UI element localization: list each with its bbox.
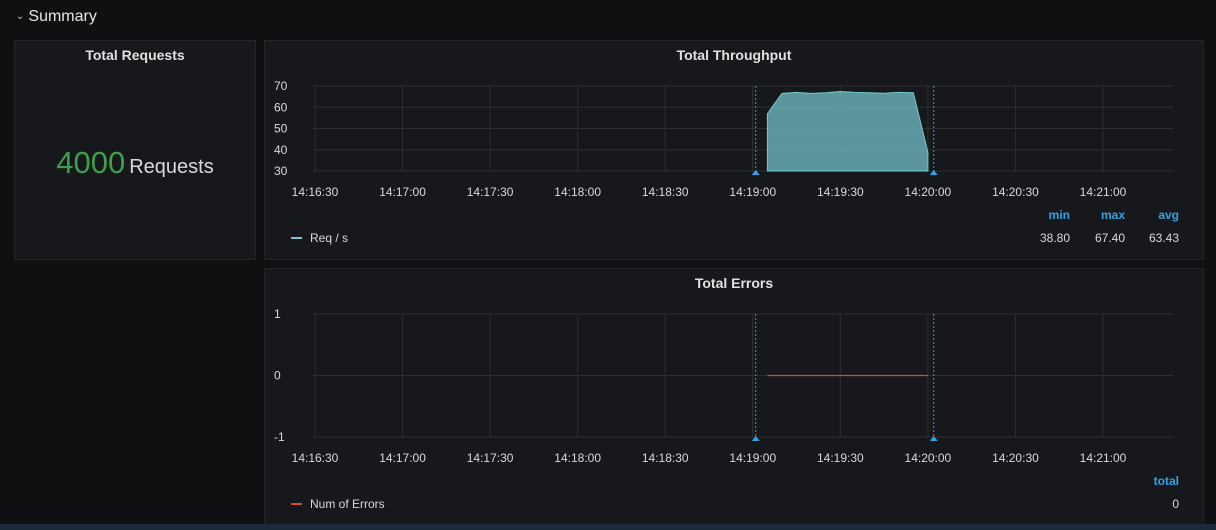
x-tick-label: 14:20:00 bbox=[905, 451, 952, 465]
y-tick-label: -1 bbox=[274, 430, 285, 444]
row-title: Summary bbox=[28, 8, 97, 25]
panel-title[interactable]: Total Errors bbox=[694, 275, 774, 291]
total-throughput-panel[interactable]: Total Throughput 70 60 50 40 30 14:16:30 14:17… bbox=[264, 40, 1204, 260]
legend-value-max: 67.40 bbox=[1094, 231, 1125, 245]
x-tick-label: 14:20:00 bbox=[905, 185, 952, 199]
stat-unit: Requests bbox=[129, 156, 214, 178]
legend-header-min[interactable]: min bbox=[1048, 208, 1070, 222]
chevron-down-icon: ⌄ bbox=[16, 10, 25, 22]
x-tick-label: 14:17:00 bbox=[379, 451, 426, 465]
series-area bbox=[766, 90, 929, 172]
legend-swatch bbox=[291, 503, 302, 505]
legend-header-total[interactable]: total bbox=[1153, 474, 1179, 488]
y-tick-label: 30 bbox=[274, 164, 288, 178]
x-tick-label: 14:18:00 bbox=[554, 451, 601, 465]
total-requests-panel[interactable]: Total Requests 4000 Requests bbox=[14, 40, 256, 260]
x-tick-label: 14:20:30 bbox=[992, 451, 1039, 465]
x-tick-label: 14:17:30 bbox=[467, 451, 514, 465]
x-tick-label: 14:18:30 bbox=[642, 451, 689, 465]
annotation-marker bbox=[751, 436, 760, 441]
x-tick-label: 14:21:00 bbox=[1080, 185, 1127, 199]
annotation-marker bbox=[929, 170, 938, 175]
total-errors-panel[interactable]: Total Errors 1 0 -1 14:16:30 14:17:00 14:17:3… bbox=[264, 268, 1204, 530]
stat-number: 4000 bbox=[56, 145, 126, 180]
y-tick-label: 50 bbox=[274, 122, 288, 136]
x-tick-label: 14:19:30 bbox=[817, 451, 864, 465]
x-tick-label: 14:19:30 bbox=[817, 185, 864, 199]
errors-graph[interactable]: 1 0 -1 14:16:30 14:17:00 14:17:30 14:18:00 14:1… bbox=[265, 269, 1203, 525]
y-tick-label: 1 bbox=[274, 307, 281, 321]
annotation-marker bbox=[751, 170, 760, 175]
y-tick-label: 40 bbox=[274, 143, 288, 157]
panel-title[interactable]: Total Throughput bbox=[676, 47, 792, 63]
x-tick-label: 14:18:00 bbox=[554, 185, 601, 199]
y-tick-label: 60 bbox=[274, 100, 288, 114]
annotation-marker bbox=[929, 436, 938, 441]
legend-header-avg[interactable]: avg bbox=[1158, 208, 1179, 222]
bottom-bar bbox=[0, 524, 1216, 530]
x-tick-label: 14:21:00 bbox=[1080, 451, 1127, 465]
legend-value-min: 38.80 bbox=[1039, 231, 1070, 245]
x-tick-label: 14:20:30 bbox=[992, 185, 1039, 199]
legend-item-num-of-errors[interactable]: Num of Errors bbox=[291, 497, 385, 511]
x-tick-label: 14:16:30 bbox=[292, 451, 339, 465]
row-header-summary[interactable]: ⌄ Summary bbox=[16, 6, 97, 28]
panel-title[interactable]: Total Requests bbox=[85, 47, 185, 63]
stat-value: 4000 Requests bbox=[15, 145, 255, 181]
legend-swatch bbox=[291, 237, 302, 239]
legend-item-req-per-s[interactable]: Req / s bbox=[291, 231, 348, 245]
legend-value-avg: 63.43 bbox=[1148, 231, 1179, 245]
x-tick-label: 14:19:00 bbox=[729, 185, 776, 199]
legend-header-max[interactable]: max bbox=[1100, 208, 1125, 222]
y-tick-label: 70 bbox=[274, 79, 288, 93]
legend-label: Num of Errors bbox=[310, 497, 385, 511]
legend-value-total: 0 bbox=[1172, 497, 1179, 511]
x-tick-label: 14:19:00 bbox=[729, 451, 776, 465]
x-tick-label: 14:16:30 bbox=[292, 185, 339, 199]
x-tick-label: 14:17:00 bbox=[379, 185, 426, 199]
y-tick-label: 0 bbox=[274, 369, 281, 383]
throughput-graph[interactable]: 70 60 50 40 30 14:16:30 14:17:00 14:17:30 14:18:… bbox=[265, 41, 1203, 259]
x-tick-label: 14:18:30 bbox=[642, 185, 689, 199]
legend-label: Req / s bbox=[310, 231, 349, 245]
x-tick-label: 14:17:30 bbox=[467, 185, 514, 199]
